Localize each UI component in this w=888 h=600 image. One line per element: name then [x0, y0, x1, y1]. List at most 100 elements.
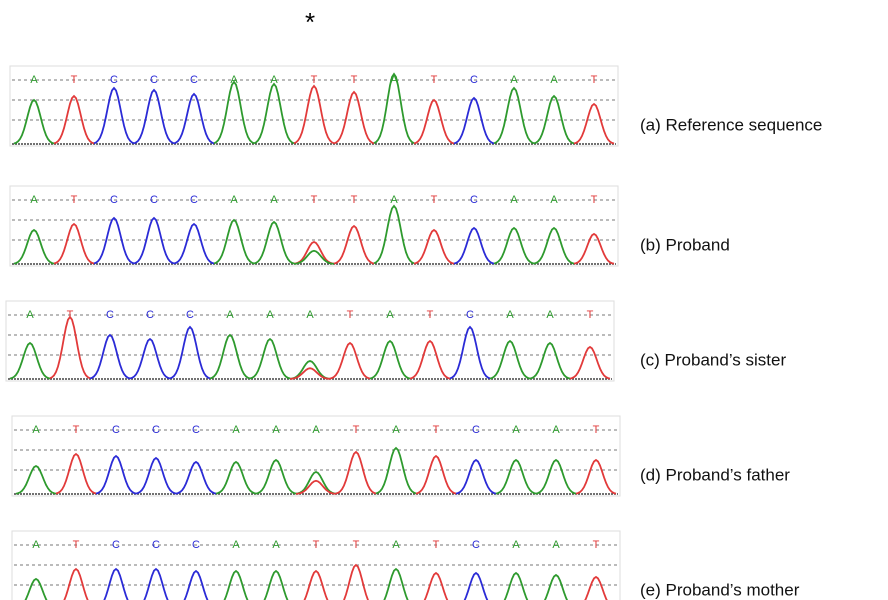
base-letter: T [591, 194, 598, 206]
base-letter: A [510, 74, 518, 86]
peak-overlay [290, 368, 330, 379]
base-letter: A [232, 539, 240, 551]
base-letter: A [552, 424, 560, 436]
peak [414, 100, 454, 144]
peak [456, 460, 496, 494]
base-letter: C [470, 74, 478, 86]
base-letter: C [192, 539, 200, 551]
peak [50, 317, 90, 378]
base-letter: T [353, 424, 360, 436]
peak [374, 206, 414, 263]
peak [570, 347, 610, 379]
peak [134, 90, 174, 143]
base-letter: A [272, 424, 280, 436]
peak [454, 228, 494, 264]
peak [254, 222, 294, 264]
panel-label: (d) Proband’s father [640, 465, 790, 484]
peak [290, 361, 330, 379]
panel-label: (b) Proband [640, 235, 730, 254]
base-letter: A [230, 194, 238, 206]
base-letter: A [32, 539, 40, 551]
figure: * A T C C C A A T T A T C A A T (a) Reference sequence A… [0, 0, 888, 600]
peak [214, 220, 254, 264]
base-letter: A [512, 539, 520, 551]
peak [294, 242, 334, 264]
base-letter: A [30, 194, 38, 206]
peak [294, 86, 334, 143]
base-letter: T [351, 194, 358, 206]
peak [214, 82, 254, 143]
peak [56, 454, 96, 494]
peak [10, 343, 50, 379]
base-letter: A [26, 309, 34, 321]
base-letter: A [392, 424, 400, 436]
base-letter: T [593, 539, 600, 551]
peak [574, 234, 614, 264]
base-letter: T [433, 424, 440, 436]
peak [496, 573, 536, 600]
peak [536, 575, 576, 600]
base-letter: C [152, 539, 160, 551]
panel-label: (e) Proband’s mother [640, 580, 800, 599]
base-letter: C [106, 309, 114, 321]
base-letter: C [470, 194, 478, 206]
base-letter: A [552, 539, 560, 551]
peak [410, 341, 450, 379]
base-letter: T [431, 74, 438, 86]
peak [334, 226, 374, 264]
peak [536, 460, 576, 494]
base-letter: C [110, 194, 118, 206]
peak [216, 462, 256, 494]
base-letter: A [546, 309, 554, 321]
peak [176, 462, 216, 494]
base-letter: C [112, 424, 120, 436]
peak [576, 577, 616, 600]
peak [296, 472, 336, 494]
peak [256, 460, 296, 494]
base-letter: T [591, 74, 598, 86]
base-letter: A [266, 309, 274, 321]
peak [14, 230, 54, 264]
peak [456, 573, 496, 600]
base-letter: C [192, 424, 200, 436]
peak [414, 230, 454, 264]
base-letter: C [150, 194, 158, 206]
peak [494, 228, 534, 264]
base-letter: T [351, 74, 358, 86]
base-letter: T [73, 424, 80, 436]
base-letter: A [272, 539, 280, 551]
base-letter: C [190, 74, 198, 86]
base-letter: A [386, 309, 394, 321]
peak [336, 565, 376, 600]
base-letter: T [313, 539, 320, 551]
base-letter: T [353, 539, 360, 551]
peak [174, 224, 214, 264]
peak [336, 452, 376, 494]
peak [54, 224, 94, 264]
base-letter: A [550, 194, 558, 206]
marker: * [305, 7, 315, 37]
peak [250, 339, 290, 379]
base-letter: T [71, 74, 78, 86]
base-letter: A [550, 74, 558, 86]
panel-label: (a) Reference sequence [640, 115, 822, 134]
base-letter: T [593, 424, 600, 436]
base-letter: T [347, 309, 354, 321]
peak-overlay [294, 251, 334, 264]
base-letter: C [472, 424, 480, 436]
peak [174, 94, 214, 143]
peak [14, 100, 54, 144]
panel-label: (c) Proband’s sister [640, 350, 786, 369]
peak [496, 460, 536, 494]
peak [534, 228, 574, 264]
base-letter: C [472, 539, 480, 551]
base-letter: T [587, 309, 594, 321]
base-letter: T [311, 74, 318, 86]
peak [376, 448, 416, 494]
peak [494, 88, 534, 143]
base-letter: A [510, 194, 518, 206]
peak [416, 573, 456, 600]
peak [454, 98, 494, 144]
peak-overlay [296, 481, 336, 494]
base-letter: A [226, 309, 234, 321]
